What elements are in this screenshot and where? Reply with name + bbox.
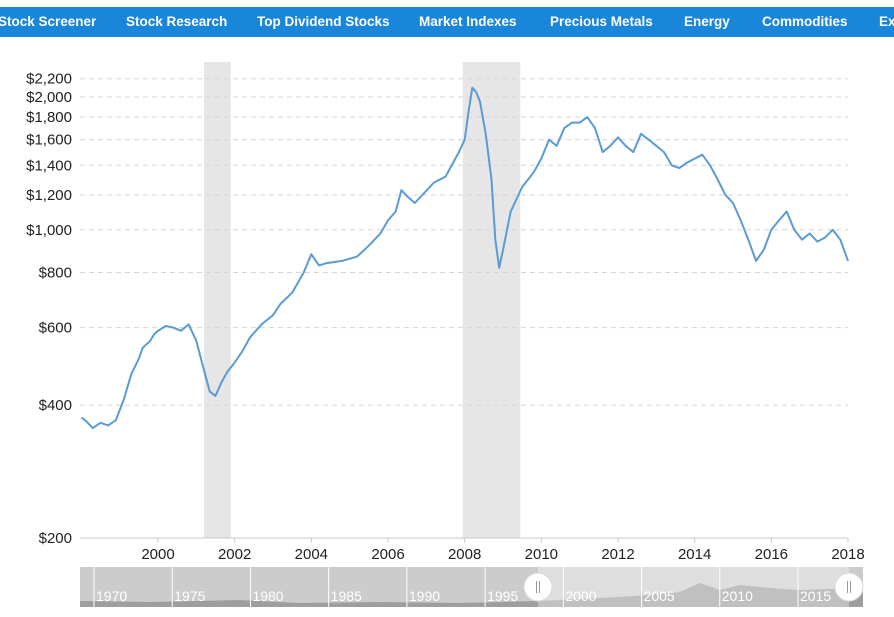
x-tick-label: 2006 xyxy=(371,546,404,563)
price-line xyxy=(80,86,849,430)
y-tick-label: $1,400 xyxy=(26,157,72,174)
y-tick-label: $200 xyxy=(39,530,72,547)
x-tick-label: 2014 xyxy=(678,546,711,563)
range-navigator[interactable]: 1970 1975 1980 1985 1990 1995 2000 2005 2010 2015 xyxy=(80,567,864,607)
nav-precious-metals[interactable]: Precious Metals xyxy=(550,14,653,29)
navigator-year-label: 2000 xyxy=(565,588,596,604)
y-tick-label: $1,000 xyxy=(26,222,72,239)
grid-lines xyxy=(80,78,848,539)
recession-bands xyxy=(204,62,521,538)
y-tick-label: $800 xyxy=(39,264,72,281)
y-tick-label: $1,200 xyxy=(26,187,72,204)
x-tick-label: 2000 xyxy=(141,546,174,563)
navigator-left-handle[interactable] xyxy=(523,572,553,602)
navigator-year-label: 1975 xyxy=(174,588,205,604)
navigator-year-label: 1990 xyxy=(409,588,440,604)
x-axis-labels: 2000 2002 2004 2006 2008 2010 2012 2014 2016 2018 xyxy=(141,538,865,563)
nav-stock-screener[interactable]: Stock Screener xyxy=(0,14,97,29)
y-tick-label: $2,200 xyxy=(26,71,72,88)
x-tick-label: 2010 xyxy=(525,546,558,563)
x-tick-label: 2012 xyxy=(601,546,634,563)
y-tick-label: $1,800 xyxy=(26,109,72,126)
x-tick-label: 2002 xyxy=(218,546,251,563)
recession-band xyxy=(204,62,231,538)
nav-energy[interactable]: Energy xyxy=(684,14,730,29)
navigator-year-label: 1985 xyxy=(331,588,362,604)
nav-market-indexes[interactable]: Market Indexes xyxy=(419,14,517,29)
nav-commodities[interactable]: Commodities xyxy=(762,14,848,29)
price-series xyxy=(80,86,849,430)
navigator-year-label: 2015 xyxy=(800,588,831,604)
navigator-history-area xyxy=(80,583,863,607)
nav-stock-research[interactable]: Stock Research xyxy=(126,14,228,29)
x-tick-label: 2004 xyxy=(295,546,328,563)
top-nav-bar: Stock Screener Stock Research Top Divide… xyxy=(0,7,894,37)
navigator-year-label: 2010 xyxy=(722,588,753,604)
y-tick-label: $600 xyxy=(39,320,72,337)
x-tick-label: 2008 xyxy=(448,546,481,563)
y-tick-label: $2,000 xyxy=(26,89,72,106)
navigator-right-handle[interactable] xyxy=(834,572,864,602)
navigator-year-label: 2005 xyxy=(644,588,675,604)
price-chart: $200 $400 $600 $800 $1,000 $1,200 $1,400 $1,600… xyxy=(26,62,865,607)
x-tick-label: 2016 xyxy=(755,546,788,563)
y-axis-labels: $200 $400 $600 $800 $1,000 $1,200 $1,400 $1,600… xyxy=(26,71,72,547)
y-tick-label: $400 xyxy=(39,397,72,414)
nav-more[interactable]: Ex xyxy=(879,14,894,29)
navigator-year-label: 1970 xyxy=(96,588,127,604)
navigator-selected-window xyxy=(538,567,849,607)
y-tick-label: $1,600 xyxy=(26,132,72,149)
recession-band xyxy=(462,62,521,538)
navigator-year-label: 1995 xyxy=(487,588,518,604)
x-tick-label: 2018 xyxy=(831,546,864,563)
nav-top-dividend-stocks[interactable]: Top Dividend Stocks xyxy=(257,14,390,29)
navigator-year-label: 1980 xyxy=(252,588,283,604)
